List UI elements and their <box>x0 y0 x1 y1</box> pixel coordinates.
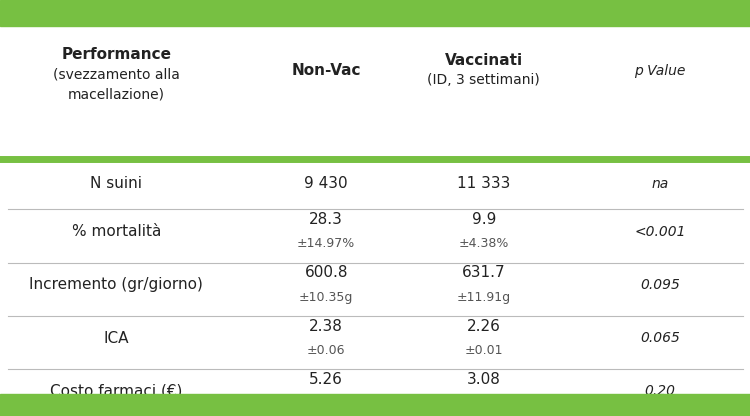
Text: 2.26: 2.26 <box>466 319 501 334</box>
Text: 11 333: 11 333 <box>457 176 511 191</box>
Bar <box>0 0 750 26</box>
Text: 0.095: 0.095 <box>640 278 680 292</box>
Text: 28.3: 28.3 <box>309 212 344 227</box>
Text: ±0.06: ±0.06 <box>307 344 346 357</box>
Text: Vaccinati: Vaccinati <box>445 53 523 68</box>
Text: 0.20: 0.20 <box>644 384 676 399</box>
Text: ±2.01€: ±2.01€ <box>303 397 350 410</box>
Text: 600.8: 600.8 <box>304 265 348 280</box>
Text: ±1.18€: ±1.18€ <box>460 397 507 410</box>
Text: 5.26: 5.26 <box>309 372 344 387</box>
Text: 2.38: 2.38 <box>309 319 344 334</box>
Text: ±0.01: ±0.01 <box>464 344 503 357</box>
Text: ±11.91g: ±11.91g <box>457 290 511 304</box>
Text: na: na <box>651 177 669 191</box>
Text: 3.08: 3.08 <box>466 372 501 387</box>
Bar <box>0 394 750 416</box>
Text: (svezzamento alla: (svezzamento alla <box>53 68 180 82</box>
Text: Costo farmaci (€): Costo farmaci (€) <box>50 384 182 399</box>
Text: Performance: Performance <box>62 47 171 62</box>
Text: 9.9: 9.9 <box>472 212 496 227</box>
Text: ±4.38%: ±4.38% <box>458 237 509 250</box>
Text: p Value: p Value <box>634 64 686 78</box>
Text: (ID, 3 settimani): (ID, 3 settimani) <box>427 73 540 87</box>
Text: ICA: ICA <box>104 331 129 346</box>
Text: Non-Vac: Non-Vac <box>292 63 361 78</box>
Text: 0.065: 0.065 <box>640 331 680 345</box>
Text: ±14.97%: ±14.97% <box>297 237 356 250</box>
Text: <0.001: <0.001 <box>634 225 686 239</box>
Text: ±10.35g: ±10.35g <box>299 290 353 304</box>
Text: 9 430: 9 430 <box>304 176 348 191</box>
Text: % mortalità: % mortalità <box>71 224 161 239</box>
Text: macellazione): macellazione) <box>68 87 165 102</box>
Text: 631.7: 631.7 <box>462 265 506 280</box>
Text: Incremento (gr/giorno): Incremento (gr/giorno) <box>29 277 203 292</box>
Text: N suini: N suini <box>90 176 142 191</box>
